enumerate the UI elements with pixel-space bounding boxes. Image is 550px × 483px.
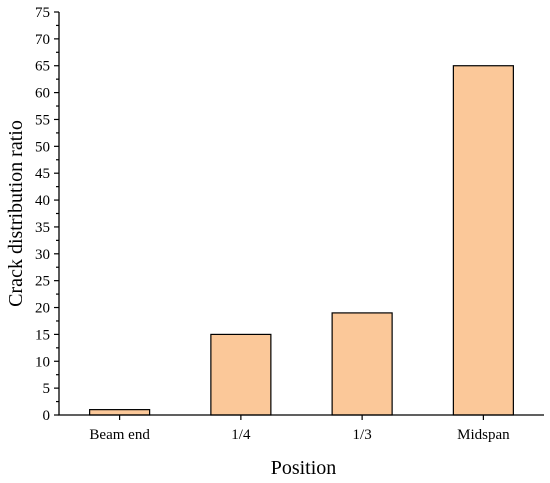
y-tick-label: 75 <box>35 5 50 21</box>
y-tick-label: 25 <box>35 274 50 290</box>
y-tick-label: 55 <box>35 112 50 128</box>
axis-lines <box>58 12 544 416</box>
y-tick-label: 35 <box>35 220 50 236</box>
y-tick-label: 20 <box>35 301 50 317</box>
x-axis-title: Position <box>271 457 337 479</box>
x-tick-label: Midspan <box>457 427 510 443</box>
y-tick-label: 5 <box>43 381 51 397</box>
y-tick-label: 45 <box>35 166 50 182</box>
bar-beam-end <box>89 409 151 416</box>
y-tick-label: 65 <box>35 59 50 75</box>
x-tick-label: Beam end <box>89 427 150 443</box>
y-tick-label: 30 <box>35 247 50 263</box>
y-tick-label: 10 <box>35 354 50 370</box>
y-axis-title: Crack distribution ratio <box>5 120 27 307</box>
bar-1-4 <box>210 333 272 416</box>
bars <box>89 65 514 416</box>
y-tick-label: 0 <box>43 408 51 424</box>
bar-midspan <box>452 65 514 416</box>
bar-1-3 <box>331 312 393 416</box>
y-axis-ticks: 0 5 10 15 20 25 30 35 40 45 50 55 60 65 70 75 <box>35 5 59 424</box>
x-axis-ticks: Beam end 1/4 1/3 Midspan <box>89 415 510 443</box>
y-tick-label: 40 <box>35 193 50 209</box>
x-tick-label: 1/3 <box>353 427 372 443</box>
x-tick-label: 1/4 <box>231 427 251 443</box>
y-tick-label: 70 <box>35 32 50 48</box>
y-tick-label: 50 <box>35 139 50 155</box>
y-tick-label: 60 <box>35 86 50 102</box>
y-tick-label: 15 <box>35 327 50 343</box>
